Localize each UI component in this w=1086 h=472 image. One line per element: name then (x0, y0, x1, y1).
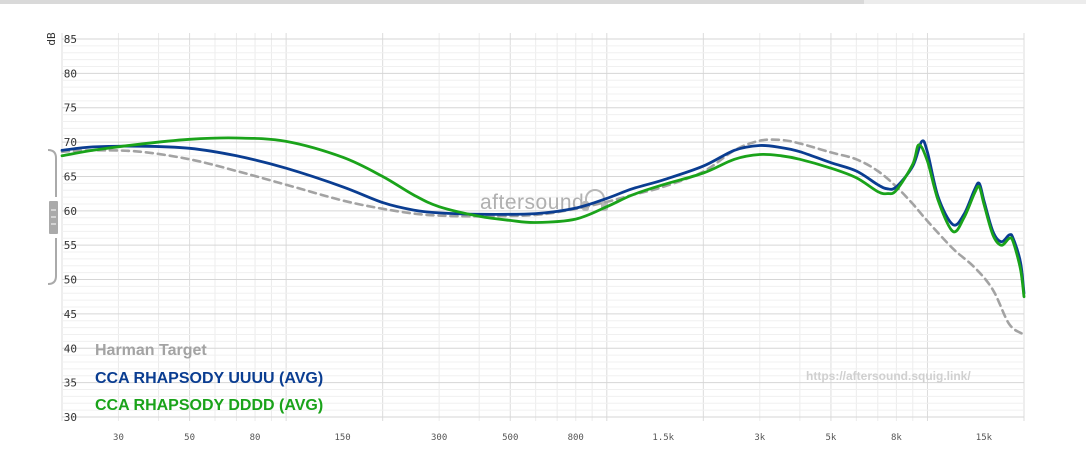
y-tick-label: 55 (64, 239, 77, 252)
grid (61, 33, 1025, 421)
y-tick-label: 50 (64, 274, 77, 287)
y-scale-handle[interactable] (47, 149, 58, 285)
y-axis: 85 80 75 70 65 60 55 50 45 40 35 30 dB (45, 32, 77, 424)
x-tick-label: 3k (754, 433, 765, 443)
y-tick-label: 40 (64, 342, 77, 355)
y-tick-label: 70 (64, 136, 77, 149)
y-tick-label: 80 (64, 67, 77, 80)
legend: Harman Target CCA RHAPSODY UUUU (AVG) CCA … (95, 342, 323, 414)
x-tick-label: 500 (502, 433, 518, 443)
x-axis: 30 50 80 150 300 500 800 1.5k 3k 5k 8k 15k (113, 433, 993, 443)
watermark: aftersound (480, 191, 584, 214)
x-tick-label: 8k (891, 433, 902, 443)
top-bar-right (864, 0, 1086, 4)
x-tick-label: 800 (568, 433, 584, 443)
y-tick-label: 85 (64, 33, 77, 46)
x-tick-label: 15k (976, 433, 993, 443)
legend-item-harman-target: Harman Target (95, 342, 207, 359)
series-line-dddd (60, 136, 1026, 299)
y-tick-label: 35 (64, 377, 77, 390)
y-tick-label: 75 (64, 102, 77, 115)
target-curve (60, 138, 1026, 336)
y-tick-label: 30 (64, 411, 77, 424)
legend-item-dddd: CCA RHAPSODY DDDD (AVG) (95, 397, 323, 414)
x-tick-label: 30 (113, 433, 124, 443)
x-tick-label: 5k (826, 433, 837, 443)
site-url: https://aftersound.squig.link/ (806, 369, 971, 383)
y-tick-label: 60 (64, 205, 77, 218)
y-tick-label: 45 (64, 308, 77, 321)
legend-item-uuuu: CCA RHAPSODY UUUU (AVG) (95, 370, 323, 387)
x-tick-label: 1.5k (652, 433, 674, 443)
series-lines (60, 136, 1026, 336)
y-tick-label: 65 (64, 170, 77, 183)
x-tick-label: 50 (184, 433, 195, 443)
x-tick-label: 80 (250, 433, 261, 443)
y-axis-label: dB (45, 32, 58, 46)
x-tick-label: 150 (334, 433, 350, 443)
top-bar (0, 0, 864, 4)
x-tick-label: 300 (431, 433, 447, 443)
